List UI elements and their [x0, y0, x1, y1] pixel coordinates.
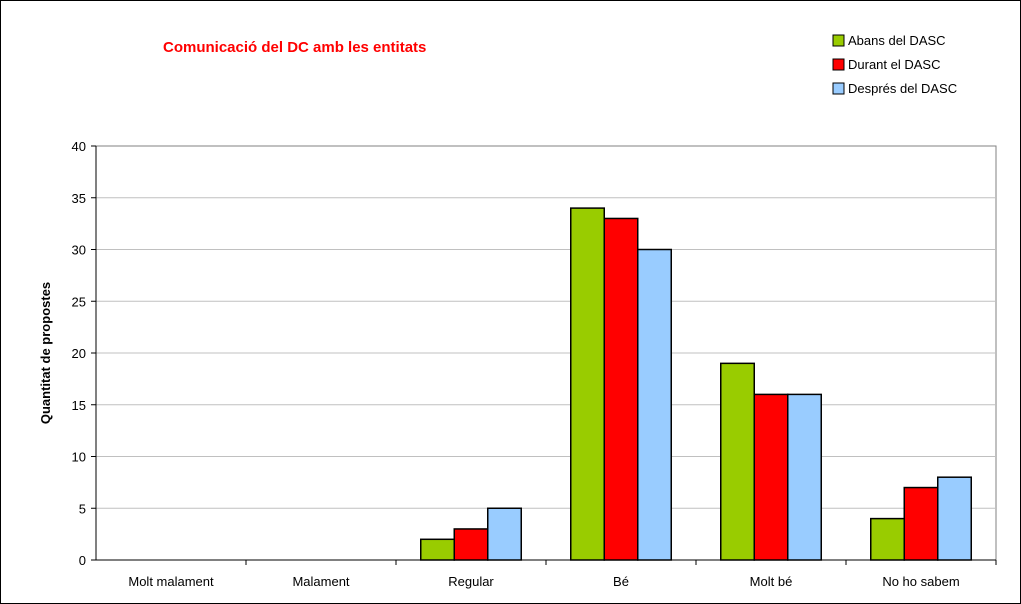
bar [487, 507, 522, 561]
x-tick-labels: Molt malament Malament Regular Bé Molt bé No … [128, 574, 959, 589]
bar [603, 217, 639, 561]
y-tick-label: 0 [79, 553, 86, 568]
bar [753, 393, 789, 561]
x-tick-label: Regular [448, 574, 494, 589]
y-tick-label: 40 [72, 139, 86, 154]
bar [787, 393, 822, 561]
bar [870, 517, 905, 561]
y-tick-label: 25 [72, 294, 86, 309]
x-tick-label: No ho sabem [882, 574, 959, 589]
y-axis-label: Quantitat de propostes [38, 282, 53, 424]
bar [570, 207, 605, 561]
y-tick-label: 15 [72, 398, 86, 413]
legend-swatch [832, 34, 845, 47]
y-tick-labels: 0 5 10 15 20 25 30 35 40 [72, 139, 86, 568]
y-tick-label: 5 [79, 501, 86, 516]
y-tick-label: 20 [72, 346, 86, 361]
axes [91, 145, 997, 565]
bar [937, 476, 972, 561]
y-tick-label: 35 [72, 191, 86, 206]
bar [453, 528, 489, 561]
x-tick-label: Molt malament [128, 574, 214, 589]
bars [420, 207, 972, 561]
bar [420, 538, 455, 561]
legend: Abans del DASC Durant el DASC Després del … [832, 33, 957, 96]
legend-label: Durant el DASC [848, 57, 940, 72]
bar [903, 486, 939, 561]
gridlines [96, 197, 996, 509]
x-tick-label: Molt bé [750, 574, 793, 589]
y-tick-label: 30 [72, 243, 86, 258]
x-tick-label: Malament [292, 574, 349, 589]
legend-label: Després del DASC [848, 81, 957, 96]
bar [720, 362, 755, 561]
legend-swatch [832, 82, 845, 95]
y-tick-label: 10 [72, 450, 86, 465]
bar [637, 248, 672, 561]
legend-swatch [832, 58, 845, 71]
legend-label: Abans del DASC [848, 33, 946, 48]
chart-title: Comunicació del DC amb les entitats [163, 39, 426, 56]
x-tick-label: Bé [613, 574, 629, 589]
